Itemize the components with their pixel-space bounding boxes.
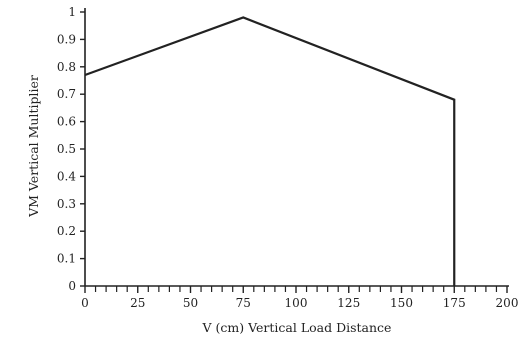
y-tick-label: 0.5 [57,142,76,156]
y-axis-label: VM Vertical Multiplier [26,75,41,218]
y-tick-label: 0.3 [57,197,76,211]
series-line-0 [84,16,456,286]
x-tick-label: 50 [183,296,198,310]
y-tick-label: 0 [68,279,76,293]
y-tick-label: 1 [68,5,76,19]
x-tick-label: 175 [443,296,466,310]
y-tick-label: 0.4 [57,169,76,183]
x-tick-label: 25 [130,296,145,310]
x-tick-label: 75 [236,296,251,310]
x-axis: 0 25 50 75 100 125 150 175 200 [81,285,519,310]
x-tick-label: 100 [285,296,308,310]
y-tick-label: 0.7 [57,87,76,101]
y-tick-label: 0.1 [57,252,76,266]
y-axis: 0 0.1 0.2 0.3 0.4 0.5 0.6 0.7 0.8 0.9 1 [57,5,86,293]
x-tick-label: 125 [337,296,360,310]
y-tick-label: 0.2 [57,224,76,238]
y-tick-label: 0.8 [57,60,76,74]
x-axis-label: V (cm) Vertical Load Distance [202,320,392,335]
y-tick-label: 0.9 [57,32,76,46]
series-layer [84,16,456,287]
x-tick-label: 0 [81,296,89,310]
y-tick-label: 0.6 [57,115,76,129]
x-tick-label: 150 [390,296,413,310]
x-tick-label: 200 [496,296,519,310]
